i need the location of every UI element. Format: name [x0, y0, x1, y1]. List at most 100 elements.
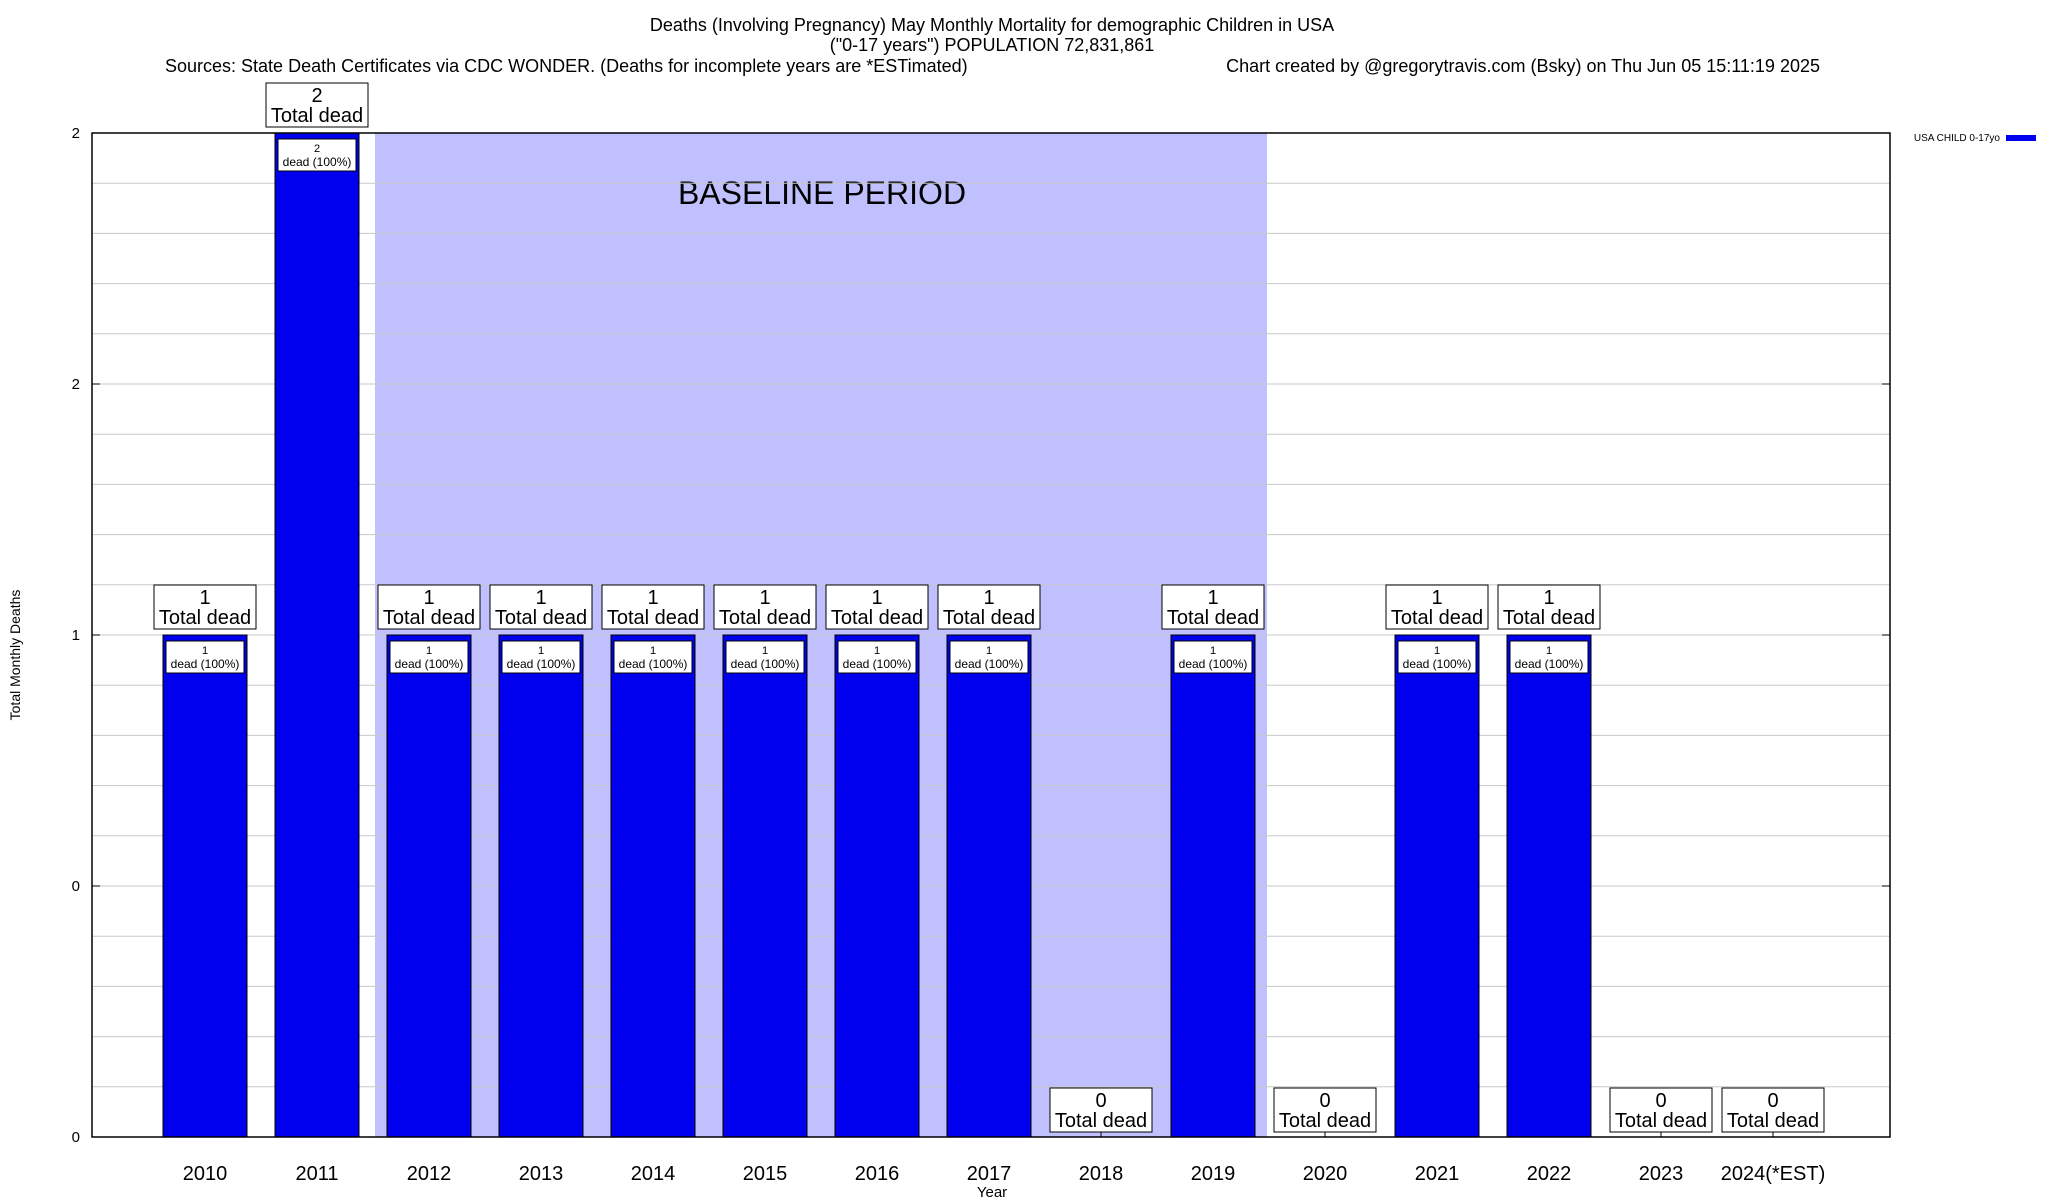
x-tick-label: 2020	[1303, 1163, 1348, 1185]
total-value-label: 0	[1095, 1090, 1106, 1112]
x-tick-label: 2018	[1079, 1163, 1124, 1185]
bar	[722, 634, 808, 1138]
total-label-box	[489, 584, 593, 630]
bar-inner-label-box	[1397, 640, 1477, 674]
bar-inner-label-box	[1509, 640, 1589, 674]
x-tick-label: 2012	[407, 1163, 452, 1185]
total-label-box	[265, 82, 369, 128]
total-value-label: 2	[311, 85, 322, 107]
total-dead-label: Total dead	[159, 607, 251, 629]
x-tick-label: 2011	[295, 1163, 338, 1185]
bar-inner-value: 1	[426, 645, 432, 657]
total-label-box	[601, 584, 705, 630]
bar-inner-value: 1	[874, 645, 880, 657]
y-tick-label: 0	[72, 1129, 80, 1146]
total-label-box	[1161, 584, 1265, 630]
total-value-label: 1	[983, 587, 994, 609]
total-label-box	[1385, 584, 1489, 630]
x-axis-label: Year	[977, 1184, 1007, 1200]
total-label-box	[377, 584, 481, 630]
total-label-box	[1721, 1087, 1825, 1133]
total-value-label: 1	[535, 587, 546, 609]
bar	[498, 634, 584, 1138]
bar-inner-label-box	[837, 640, 917, 674]
total-dead-label: Total dead	[1503, 607, 1595, 629]
total-label-box	[713, 584, 817, 630]
bar-inner-value: 2	[314, 143, 320, 155]
bar-inner-value: 1	[1210, 645, 1216, 657]
bar-inner-label-box	[165, 640, 245, 674]
bar-inner-label: dead (100%)	[507, 657, 576, 671]
total-label-box	[1497, 584, 1601, 630]
bar-inner-value: 1	[538, 645, 544, 657]
y-axis-label: Total Monthly Deaths	[7, 590, 23, 721]
total-value-label: 1	[1431, 587, 1442, 609]
total-value-label: 0	[1767, 1090, 1778, 1112]
total-label-box	[1609, 1087, 1713, 1133]
total-value-label: 1	[647, 587, 658, 609]
x-tick-label: 2010	[183, 1163, 228, 1185]
baseline-period-label: BASELINE PERIOD	[678, 175, 966, 211]
bar-inner-label-box	[613, 640, 693, 674]
bar-inner-value: 1	[762, 645, 768, 657]
total-dead-label: Total dead	[1615, 1110, 1707, 1132]
bar-inner-label: dead (100%)	[619, 657, 688, 671]
total-dead-label: Total dead	[1167, 607, 1259, 629]
bar	[1170, 634, 1256, 1138]
total-dead-label: Total dead	[943, 607, 1035, 629]
total-value-label: 1	[423, 587, 434, 609]
bar-inner-label: dead (100%)	[1403, 657, 1472, 671]
bar-inner-label: dead (100%)	[731, 657, 800, 671]
total-label-box	[1273, 1087, 1377, 1133]
total-label-box	[825, 584, 929, 630]
x-tick-label: 2014	[631, 1163, 676, 1185]
total-dead-label: Total dead	[495, 607, 587, 629]
bar-inner-label: dead (100%)	[1515, 657, 1584, 671]
total-dead-label: Total dead	[1391, 607, 1483, 629]
bar	[610, 634, 696, 1138]
total-dead-label: Total dead	[1279, 1110, 1371, 1132]
bar	[946, 634, 1032, 1138]
x-tick-label: 2024(*EST)	[1721, 1163, 1826, 1185]
bar	[1394, 634, 1480, 1138]
total-label-box	[937, 584, 1041, 630]
total-dead-label: Total dead	[1727, 1110, 1819, 1132]
total-dead-label: Total dead	[719, 607, 811, 629]
chart-credit-text: Chart created by @gregorytravis.com (Bsk…	[1226, 56, 1820, 76]
bar-inner-label-box	[725, 640, 805, 674]
total-value-label: 1	[759, 587, 770, 609]
total-dead-label: Total dead	[1055, 1110, 1147, 1132]
bar-inner-value: 1	[986, 645, 992, 657]
total-value-label: 1	[199, 587, 210, 609]
bar-inner-label-box	[1173, 640, 1253, 674]
bar-inner-label: dead (100%)	[955, 657, 1024, 671]
y-tick-label: 1	[72, 627, 80, 644]
total-value-label: 1	[1207, 587, 1218, 609]
bar-inner-value: 1	[1546, 645, 1552, 657]
total-value-label: 0	[1319, 1090, 1330, 1112]
total-value-label: 0	[1655, 1090, 1666, 1112]
legend-label: USA CHILD 0-17yo	[1914, 133, 2001, 144]
y-tick-label: 0	[72, 878, 80, 895]
bar	[274, 132, 360, 1138]
x-tick-label: 2015	[743, 1163, 788, 1185]
bar	[386, 634, 472, 1138]
bar-inner-label-box	[389, 640, 469, 674]
bar-inner-label: dead (100%)	[843, 657, 912, 671]
x-tick-label: 2019	[1191, 1163, 1236, 1185]
x-tick-label: 2021	[1415, 1163, 1460, 1185]
bar	[1506, 634, 1592, 1138]
y-tick-label: 2	[72, 376, 80, 393]
bar-inner-label-box	[501, 640, 581, 674]
total-label-box	[153, 584, 257, 630]
bar-inner-label: dead (100%)	[395, 657, 464, 671]
x-tick-label: 2013	[519, 1163, 564, 1185]
bar-inner-label: dead (100%)	[171, 657, 240, 671]
bar-inner-value: 1	[650, 645, 656, 657]
bar-inner-label: dead (100%)	[283, 155, 352, 169]
total-value-label: 1	[871, 587, 882, 609]
total-value-label: 1	[1543, 587, 1554, 609]
total-dead-label: Total dead	[831, 607, 923, 629]
